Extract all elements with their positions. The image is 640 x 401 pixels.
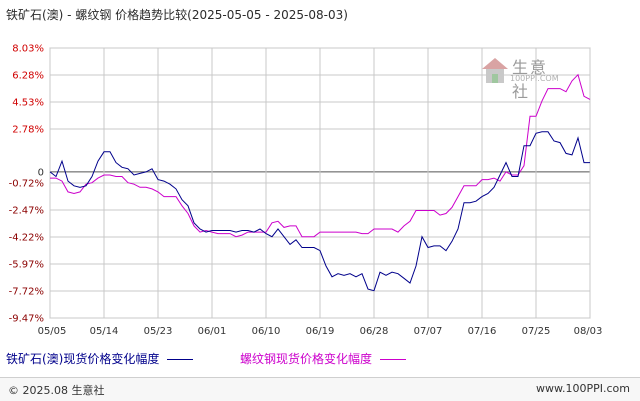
x-tick-label: 07/25 [522,326,551,337]
series-rebar-line [50,73,591,238]
x-tick-label: 06/19 [306,326,335,337]
chart-title: 铁矿石(澳) - 螺纹钢 价格趋势比较(2025-05-05 - 2025-08… [6,8,348,22]
y-tick-label: -9.47% [9,314,44,325]
legend-swatch-iron-ore [167,359,194,360]
x-tick-label: 07/07 [414,326,443,337]
y-tick-label: -4.22% [9,233,44,244]
x-tick-label: 08/03 [574,326,603,337]
legend-swatch-rebar [380,359,407,360]
x-tick-label: 05/23 [144,326,173,337]
legend-item-rebar: 螺纹钢现货价格变化幅度 [240,350,407,367]
watermark-url: 100PPI.COM [510,74,559,83]
x-tick-label: 07/16 [468,326,497,337]
y-tick-label: -2.47% [9,206,44,217]
x-tick-label: 06/28 [360,326,389,337]
footer-copyright: © 2025.08 生意社 [8,384,105,397]
legend-label-iron-ore: 铁矿石(澳)现货价格变化幅度 [6,352,160,366]
legend-label-rebar: 螺纹钢现货价格变化幅度 [240,352,373,366]
grid [49,47,591,319]
watermark: 生意社 100PPI.COM [480,54,560,101]
y-tick-label: 2.78% [12,125,44,136]
x-tick-label: 06/10 [252,326,281,337]
y-tick-label: 4.53% [12,98,44,109]
x-tick-label: 05/14 [90,326,119,337]
y-tick-label: -5.97% [9,260,44,271]
x-axis: 05/05 05/14 05/23 06/01 06/10 06/19 06/28 07/07… [38,326,603,337]
y-tick-label: -7.72% [9,287,44,298]
footer: © 2025.08 生意社 www.100PPI.com [0,377,640,401]
y-tick-label: 6.28% [12,71,44,82]
y-tick-label: 8.03% [12,44,44,55]
x-tick-label: 06/01 [198,326,227,337]
series-lines [49,73,591,292]
y-axis: 8.03% 6.28% 4.53% 2.78% 0-0.72% -2.47% -4.22% -… [9,44,44,325]
watermark-brand: 生意社 [512,58,549,101]
series-iron-ore-line [49,131,590,292]
y-tick-label: -0.72% [9,179,44,190]
house-logo-icon [482,58,508,83]
footer-link[interactable]: www.100PPI.com [536,382,630,395]
x-tick-label: 05/05 [38,326,67,337]
legend-item-iron-ore: 铁矿石(澳)现货价格变化幅度 [6,350,194,367]
y-tick-label: 0 [38,167,44,178]
